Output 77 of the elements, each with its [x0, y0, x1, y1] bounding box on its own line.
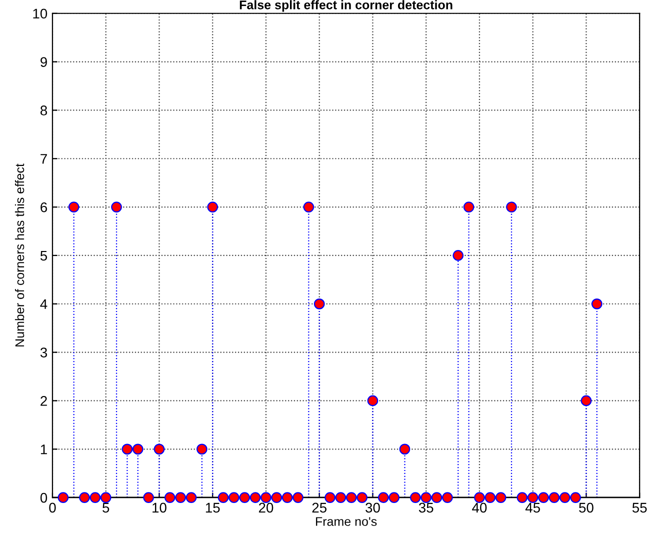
- point: [570, 492, 581, 503]
- y-tick-label: 7: [40, 154, 47, 164]
- y-tick-label: 4: [40, 299, 48, 309]
- x-axis-title: Frame no's: [316, 517, 377, 526]
- point: [580, 395, 592, 406]
- x-tick-label: 50: [579, 502, 594, 513]
- point: [143, 492, 154, 503]
- point: [420, 492, 432, 503]
- x-tick-label: 0: [49, 502, 56, 513]
- point: [346, 492, 357, 503]
- y-tick-label: 3: [40, 348, 48, 358]
- y-tick-label: 5: [40, 250, 48, 261]
- point: [388, 492, 400, 503]
- chart-title: False split effect in corner detection: [240, 0, 452, 12]
- x-tick-label: 25: [312, 502, 326, 513]
- point: [175, 492, 186, 503]
- point: [484, 492, 496, 503]
- point: [58, 492, 69, 503]
- point: [207, 202, 218, 212]
- x-tick-label: 40: [472, 502, 487, 513]
- x-tick-label: 35: [418, 502, 434, 513]
- point: [228, 492, 240, 503]
- point: [68, 202, 80, 212]
- y-tick-label: 10: [33, 8, 48, 19]
- point: [324, 492, 336, 503]
- point: [335, 492, 346, 503]
- y-tick-label: 8: [40, 106, 48, 116]
- point: [410, 492, 421, 503]
- point: [100, 492, 112, 503]
- point: [186, 492, 197, 503]
- point: [516, 492, 528, 503]
- point: [154, 444, 165, 455]
- point: [463, 202, 474, 212]
- point: [538, 492, 549, 503]
- point: [282, 492, 293, 503]
- x-tick-label: 20: [258, 502, 274, 513]
- point: [548, 492, 560, 503]
- point: [431, 492, 442, 503]
- point: [111, 202, 122, 212]
- point: [164, 492, 176, 503]
- point: [196, 444, 208, 455]
- y-tick-label: 2: [40, 396, 47, 406]
- point: [495, 492, 506, 503]
- point: [292, 492, 304, 503]
- point: [356, 492, 368, 503]
- point: [132, 444, 144, 455]
- point: [367, 395, 378, 406]
- point: [452, 250, 464, 261]
- point: [303, 202, 314, 212]
- point: [559, 492, 570, 503]
- point: [474, 492, 485, 503]
- y-tick-label: 0: [40, 492, 48, 503]
- y-tick-label: 6: [40, 202, 48, 212]
- point: [314, 298, 325, 310]
- point: [378, 492, 389, 503]
- y-tick-label: 9: [40, 57, 47, 67]
- point: [239, 492, 250, 503]
- x-tick-label: 10: [152, 502, 166, 513]
- point: [79, 492, 90, 503]
- point: [442, 492, 453, 503]
- x-tick-label: 15: [206, 502, 220, 513]
- point: [260, 492, 272, 503]
- point: [506, 202, 517, 212]
- x-tick-label: 45: [525, 502, 540, 513]
- point: [399, 444, 410, 455]
- point: [527, 492, 538, 503]
- point: [591, 298, 602, 310]
- point: [90, 492, 101, 503]
- point: [122, 444, 133, 455]
- point: [271, 492, 282, 503]
- x-tick-label: 55: [632, 502, 647, 513]
- x-tick-label: 30: [366, 502, 380, 513]
- y-axis-title: Number of corners has this effect: [14, 164, 24, 346]
- point: [218, 492, 229, 503]
- point: [250, 492, 261, 503]
- y-tick-label: 1: [40, 444, 47, 454]
- x-tick-label: 5: [102, 502, 110, 513]
